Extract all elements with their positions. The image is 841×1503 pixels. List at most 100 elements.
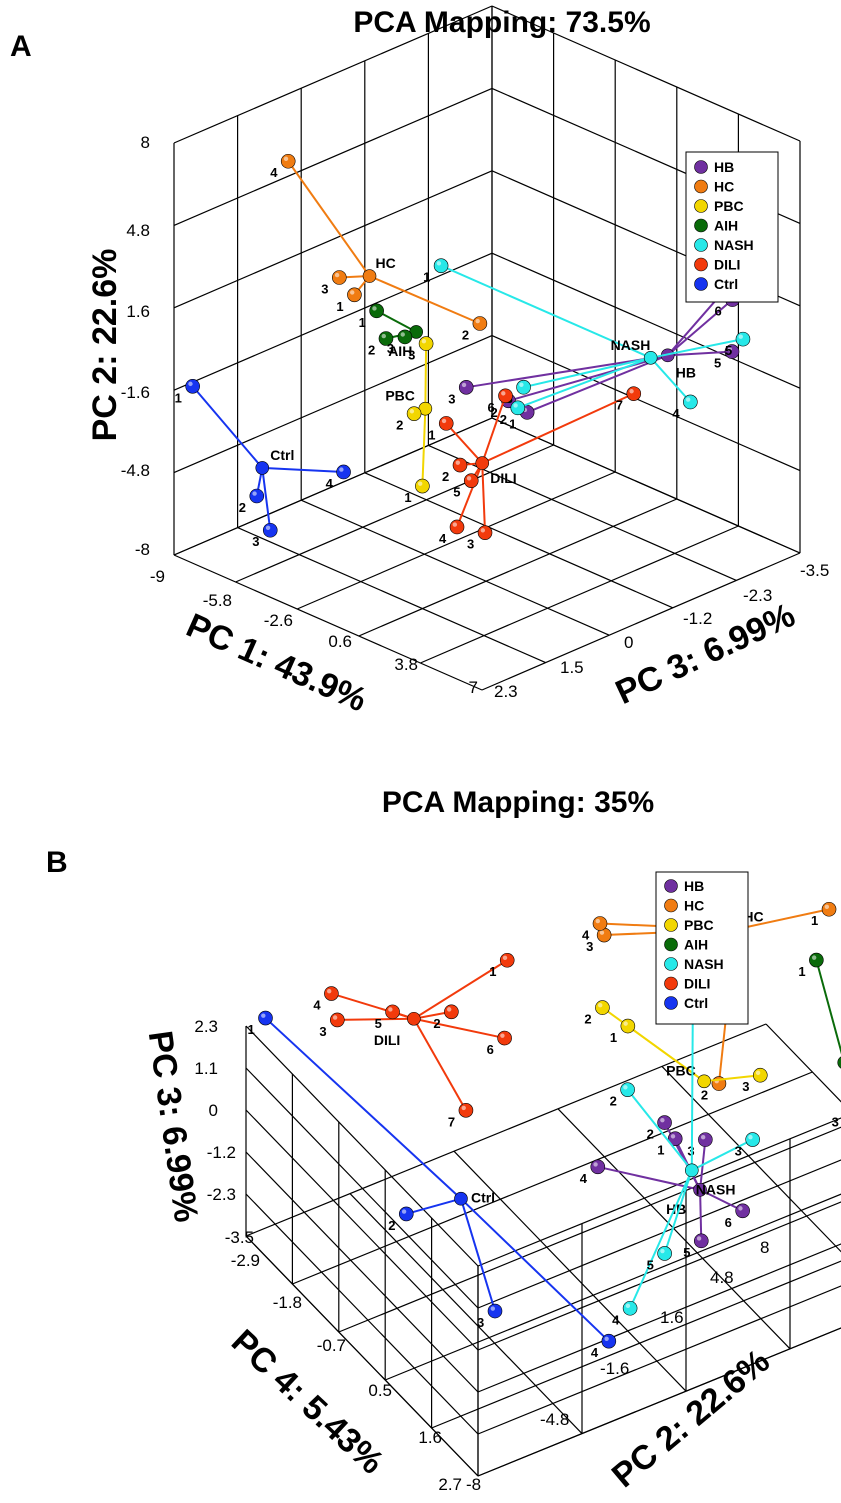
point-highlight xyxy=(381,333,386,339)
point-highlight xyxy=(409,409,415,414)
data-point xyxy=(809,952,824,968)
data-point xyxy=(622,1300,638,1316)
left-axis-ticks: -2.9 -1.8 -0.7 0.5 1.6 2.7 xyxy=(231,1251,462,1494)
point-highlight xyxy=(446,1007,452,1012)
series-pbc: PBC 1 2 3 xyxy=(584,1000,768,1094)
point-highlight xyxy=(824,904,830,910)
tick-label: 3.8 xyxy=(394,655,418,674)
chart-title: PCA Mapping: 73.5% xyxy=(353,6,650,39)
point-highlight xyxy=(811,955,817,960)
legend-marker xyxy=(664,996,678,1010)
grid-line xyxy=(173,170,493,309)
grid-line xyxy=(765,1023,841,1103)
point-highlight xyxy=(748,1134,753,1140)
legend-marker xyxy=(664,957,678,971)
point-highlight xyxy=(480,528,486,533)
point-label: 6 xyxy=(725,1215,732,1230)
point-highlight xyxy=(252,491,257,496)
point-highlight xyxy=(452,522,458,527)
connector-line xyxy=(376,309,417,333)
grid-line xyxy=(173,554,483,691)
point-highlight xyxy=(334,272,340,278)
connector-line xyxy=(517,356,652,409)
connector-line xyxy=(460,1198,496,1312)
point-label: 2 xyxy=(500,412,507,427)
grid-line xyxy=(491,252,801,389)
tick-label: 2.7 xyxy=(438,1475,462,1494)
point-label: 6 xyxy=(487,1042,494,1057)
legend-marker xyxy=(694,160,708,174)
legend-entry: NASH xyxy=(684,956,724,972)
point-label: 1 xyxy=(657,1143,664,1158)
centroid-label: Ctrl xyxy=(471,1190,495,1206)
grid-box xyxy=(173,5,801,691)
point-highlight xyxy=(436,261,442,266)
point-highlight xyxy=(700,1135,706,1140)
data-point xyxy=(477,525,493,540)
connector-line xyxy=(337,1017,414,1021)
data-point xyxy=(249,488,265,504)
legend-marker xyxy=(664,976,678,991)
plot-marks: HB123456HC1234PBC123AIH123NASH12345DILI1… xyxy=(248,901,841,1360)
panel-letter: A xyxy=(10,30,32,63)
tick-label: 0 xyxy=(209,1101,218,1120)
connector-line xyxy=(481,463,487,533)
legend-entry: Ctrl xyxy=(684,995,708,1011)
point-label: 3 xyxy=(477,1315,484,1330)
point-highlight xyxy=(350,290,355,295)
point-highlight xyxy=(417,481,423,486)
connector-line xyxy=(261,467,272,531)
tick-label: 8 xyxy=(760,1238,769,1257)
point-label: 3 xyxy=(319,1024,326,1039)
tick-label: -2.3 xyxy=(207,1185,236,1204)
series-nash: NASH12345 xyxy=(610,995,760,1327)
tick-label: 1.1 xyxy=(194,1059,218,1078)
legend-marker xyxy=(694,199,708,213)
data-point xyxy=(510,400,526,416)
centroid-point xyxy=(255,461,270,475)
series-ctrl: Ctrl 1 2 3 4 xyxy=(175,378,351,549)
legend-entry: AIH xyxy=(684,937,708,953)
point-label: 7 xyxy=(616,398,623,413)
connector-line xyxy=(667,350,733,357)
tick-label: -8 xyxy=(135,540,150,559)
grid-line xyxy=(364,472,674,609)
centroid-label: HC xyxy=(376,255,396,271)
point-highlight xyxy=(283,156,289,162)
legend-entry: DILI xyxy=(684,976,710,992)
data-point xyxy=(444,1004,459,1020)
connector-line xyxy=(601,1006,705,1083)
grid-line xyxy=(477,1159,841,1309)
data-point xyxy=(487,1303,503,1319)
grid-line xyxy=(338,1126,841,1333)
plot-marks: HB123456HC1234PBC123AIH123NASH12345DILI1… xyxy=(175,153,751,552)
tick-label: -4.8 xyxy=(121,461,150,480)
point-highlight xyxy=(401,1209,407,1214)
legend-entry: AIH xyxy=(714,218,738,234)
data-point xyxy=(657,1115,672,1130)
data-point xyxy=(735,1203,750,1219)
connector-line xyxy=(413,1017,505,1040)
legend-entry: NASH xyxy=(714,237,754,253)
point-label: 2 xyxy=(490,405,497,420)
point-highlight xyxy=(685,397,691,402)
point-label: 3 xyxy=(742,1079,749,1094)
data-point xyxy=(415,478,430,494)
connector-line xyxy=(626,1089,693,1171)
data-point xyxy=(330,1012,345,1028)
data-point xyxy=(458,1103,474,1118)
connector-line xyxy=(663,1122,701,1191)
data-point xyxy=(752,1067,768,1083)
tick-label: -1.2 xyxy=(683,609,712,628)
tick-label: 0 xyxy=(624,633,633,652)
data-point xyxy=(347,287,362,303)
series-hc: HC 1 2 3 4 xyxy=(270,153,488,343)
point-label: 4 xyxy=(612,1312,620,1327)
grid-line xyxy=(292,1071,813,1285)
connector-line xyxy=(629,1169,693,1309)
point-label: 2 xyxy=(396,418,403,433)
tick-label: 0.5 xyxy=(368,1381,392,1400)
grid-line xyxy=(300,499,610,636)
point-highlight xyxy=(599,930,605,935)
